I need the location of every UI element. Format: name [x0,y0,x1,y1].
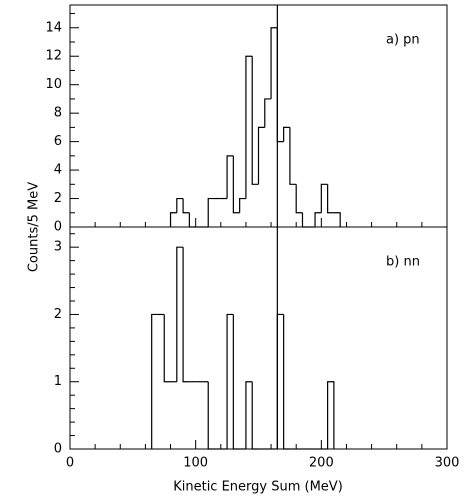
y-tick-label: 0 [54,442,62,457]
histogram-bar [289,127,297,185]
histogram-bar [182,247,190,383]
histogram-bar [226,155,234,199]
y-tick-label: 3 [54,240,62,255]
histogram-bar [251,56,259,185]
histogram-bar [276,27,284,143]
histogram-bar [251,381,259,450]
histogram-bar [301,212,309,228]
histogram-bar [188,212,196,228]
histogram-bar [182,198,190,214]
histogram-bar [232,155,240,214]
histogram-bar [270,27,278,99]
x-tick-label: 100 [183,456,208,471]
histogram-bar [333,212,341,227]
histogram-bar [151,313,158,449]
histogram-bar [283,126,290,142]
histogram-bar [264,98,272,128]
panel-annotation: a) pn [386,33,420,48]
y-tick-label: 6 [54,134,62,149]
histogram-bar [327,184,334,214]
y-tick-label: 0 [54,220,62,235]
y-axis-label: Counts/5 MeV [27,182,42,272]
y-tick-label: 10 [45,77,62,92]
y-tick-label: 8 [54,106,62,121]
histogram-bar [239,197,246,213]
panel-annotation: b) nn [386,255,420,270]
histogram-bar [176,197,184,213]
histogram-bar [245,381,253,449]
histogram-bar [257,126,265,185]
x-axis-label: Kinetic Energy Sum (MeV) [173,480,343,495]
y-tick-label: 2 [54,307,62,322]
y-tick-label: 2 [54,191,62,206]
y-tick-label: 14 [45,20,62,35]
histogram-bar [276,313,284,449]
histogram-bar [245,55,253,199]
histogram-bar [320,183,328,213]
y-tick-label: 4 [54,163,62,178]
y-tick-label: 1 [54,374,62,389]
histogram-bar [207,381,215,450]
histogram-bar [314,212,322,227]
x-tick-label: 300 [435,456,460,471]
histogram-bar [232,314,240,450]
histogram-bar [283,314,290,450]
histogram-bar [207,197,215,227]
histogram-bar [226,313,234,449]
histogram-bar [169,212,177,227]
histogram-bar [295,184,303,214]
histogram-bar [176,246,184,382]
y-tick-label: 12 [45,49,62,64]
x-tick-label: 200 [309,456,334,471]
histogram-bar [163,314,171,383]
histogram-bar [327,381,335,449]
x-tick-label: 0 [66,456,74,471]
